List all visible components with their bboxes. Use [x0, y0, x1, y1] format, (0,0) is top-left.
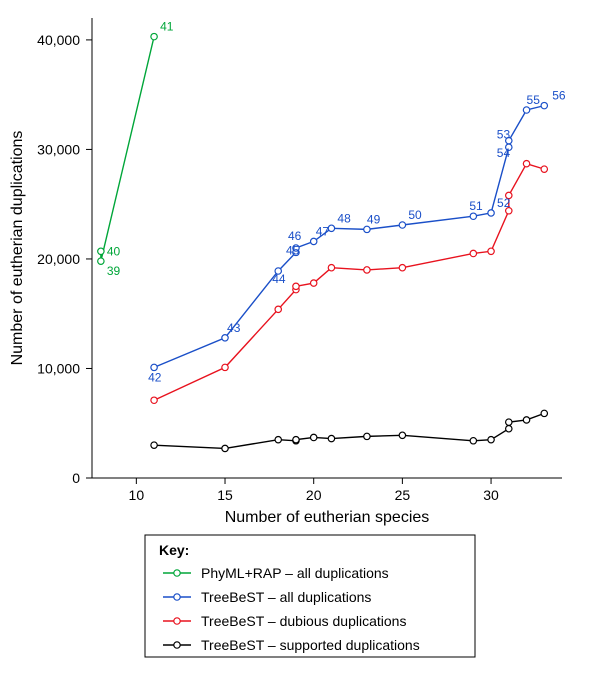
data-point — [506, 426, 512, 432]
point-label: 42 — [148, 370, 162, 384]
data-point — [222, 364, 228, 370]
legend-label: PhyML+RAP – all duplications — [201, 565, 389, 581]
data-point — [541, 166, 547, 172]
y-tick-label: 30,000 — [37, 141, 80, 157]
data-point — [364, 433, 370, 439]
x-tick-label: 25 — [395, 487, 411, 503]
point-label: 41 — [160, 20, 174, 34]
point-label: 39 — [107, 264, 121, 278]
data-point — [293, 283, 299, 289]
x-tick-label: 15 — [217, 487, 233, 503]
data-point — [399, 265, 405, 271]
data-point — [506, 419, 512, 425]
y-tick-label: 40,000 — [37, 32, 80, 48]
legend-label: TreeBeST – supported duplications — [201, 637, 420, 653]
data-point — [275, 306, 281, 312]
data-point — [399, 222, 405, 228]
data-point — [488, 436, 494, 442]
point-label: 56 — [552, 89, 566, 103]
y-tick-label: 20,000 — [37, 251, 80, 267]
data-point — [488, 210, 494, 216]
data-point — [151, 33, 157, 39]
y-axis-label: Number of eutherian duplications — [9, 131, 26, 366]
data-point — [364, 226, 370, 232]
y-tick-label: 0 — [72, 470, 80, 486]
data-point — [523, 160, 529, 166]
data-point — [275, 436, 281, 442]
data-point — [523, 107, 529, 113]
legend-swatch-marker — [174, 570, 180, 576]
data-point — [541, 410, 547, 416]
point-label: 52 — [497, 196, 511, 210]
data-point — [470, 438, 476, 444]
data-point — [293, 436, 299, 442]
data-point — [310, 280, 316, 286]
data-point — [151, 397, 157, 403]
point-label: 44 — [272, 272, 286, 286]
data-point — [364, 267, 370, 273]
data-point — [310, 434, 316, 440]
y-tick-label: 10,000 — [37, 360, 80, 376]
data-point — [399, 432, 405, 438]
data-point — [222, 335, 228, 341]
point-label: 46 — [288, 229, 302, 243]
point-label: 45 — [286, 243, 300, 257]
data-point — [470, 250, 476, 256]
point-label: 43 — [227, 321, 241, 335]
point-label: 47 — [316, 224, 330, 238]
data-point — [98, 248, 104, 254]
x-tick-label: 20 — [306, 487, 322, 503]
data-point — [328, 265, 334, 271]
point-label: 51 — [469, 199, 483, 213]
x-tick-label: 10 — [129, 487, 145, 503]
point-label: 40 — [107, 244, 121, 258]
data-point — [488, 248, 494, 254]
point-label: 53 — [497, 128, 511, 142]
data-point — [328, 435, 334, 441]
data-point — [328, 225, 334, 231]
data-point — [470, 213, 476, 219]
data-point — [151, 442, 157, 448]
line-chart: 10 15 20 25 30 0 10,000 20,000 30,000 40,000 40 39… — [0, 0, 600, 676]
point-label: 48 — [337, 211, 351, 225]
x-axis-label: Number of eutherian species — [225, 509, 430, 526]
legend-swatch-marker — [174, 642, 180, 648]
data-point — [222, 445, 228, 451]
legend-label: TreeBeST – dubious duplications — [201, 613, 406, 629]
point-label: 50 — [408, 208, 422, 222]
point-label: 54 — [497, 146, 511, 160]
data-point — [310, 238, 316, 244]
data-point — [98, 258, 104, 264]
point-label: 49 — [367, 212, 381, 226]
legend-title: Key: — [159, 542, 189, 558]
x-tick-label: 30 — [483, 487, 499, 503]
data-point — [523, 417, 529, 423]
legend-label: TreeBeST – all duplications — [201, 589, 371, 605]
data-point — [541, 102, 547, 108]
legend-swatch-marker — [174, 594, 180, 600]
legend-swatch-marker — [174, 618, 180, 624]
point-label: 55 — [527, 93, 541, 107]
